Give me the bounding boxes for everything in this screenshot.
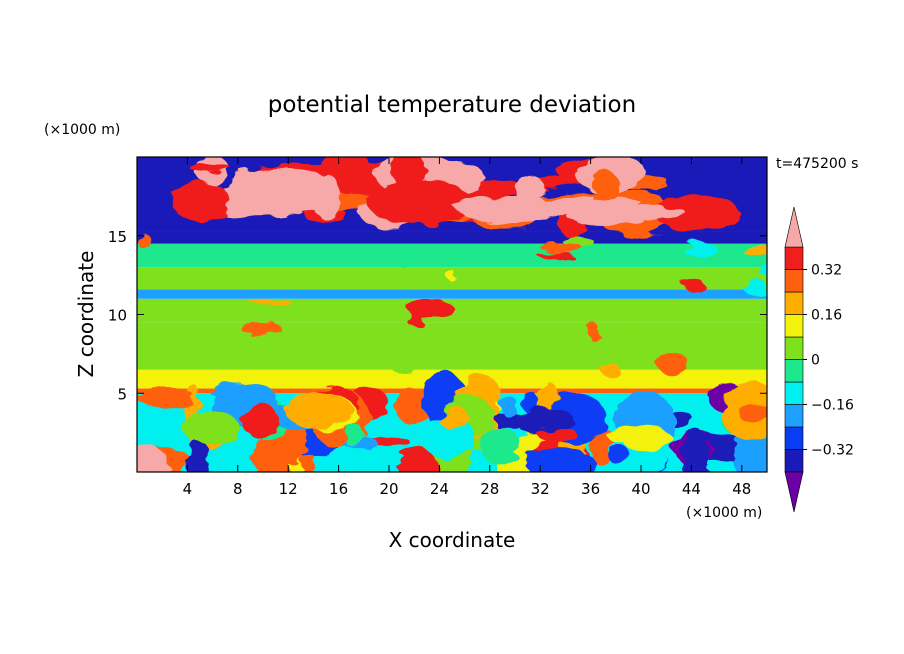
field-region [242,404,280,438]
field-region [188,161,230,172]
colorbar-segment [784,246,804,270]
field-region [618,325,640,339]
field-region [536,428,578,441]
field-region [137,444,170,472]
x-tick-label: 40 [631,480,650,498]
field-region [609,444,629,466]
colorbar-segment [784,359,804,383]
field-region [682,429,710,472]
field-region [538,253,574,260]
y-tick-label: 5 [117,385,127,403]
x-unit-label: (×1000 m) [686,505,762,521]
colorbar-segment [784,291,804,315]
x-tick-label: 4 [183,480,193,498]
field-region [388,358,417,372]
field-region [138,233,151,250]
field-region [655,351,688,373]
colorbar-min-arrow [784,471,804,513]
x-tick-label: 24 [430,480,449,498]
colorbar-label: 0.32 [811,263,842,279]
field-region [519,272,555,283]
field-region [480,426,521,466]
colorbar-max-arrow [784,206,804,248]
field-region [447,270,456,282]
field-region [756,264,767,274]
field-region [455,197,568,218]
field-region [367,180,473,225]
colorbar-label: 0 [811,353,820,369]
field-region [187,437,209,472]
field-region [524,448,596,472]
colorbar-segment [784,426,804,450]
y-tick-label: 15 [108,228,127,246]
field-region [181,412,240,443]
field-region [438,407,470,431]
field-region [369,435,409,446]
field-region [653,194,740,232]
y-tick-label: 10 [108,307,127,325]
field-region [682,242,718,258]
colorbar-segment [784,269,804,293]
y-axis-label: Z coordinate [74,251,98,378]
colorbar-segment [784,336,804,360]
field-region [248,298,291,306]
field-region [239,322,282,334]
x-tick-label: 20 [379,480,398,498]
field-region [398,247,410,269]
field-region [741,246,767,256]
field-region [563,199,647,226]
x-tick-label: 28 [480,480,499,498]
field-region [515,407,575,436]
y-unit-label: (×1000 m) [44,122,120,138]
colorbar-segment [784,381,804,405]
field-region [172,181,230,223]
colorbar-segment [784,449,804,473]
colorbar-label: −0.16 [811,398,854,414]
field-region [408,298,454,321]
field-region [540,243,584,254]
field-layer [137,289,767,299]
x-tick-label: 8 [233,480,243,498]
x-tick-label: 44 [682,480,701,498]
field-region [230,167,337,209]
field-region [299,453,317,470]
colorbar: 0.32 0.16 0 −0.16 −0.32 [784,206,854,513]
field-region [737,402,767,423]
field-region [397,447,437,472]
x-tick-label: 12 [279,480,298,498]
field-region [137,386,195,408]
x-axis-label: X coordinate [389,528,516,552]
field-region [622,426,672,452]
field-region [395,387,428,425]
field-layer [137,322,767,346]
colorbar-label: 0.16 [811,308,842,324]
x-tick-label: 16 [329,480,348,498]
colorbar-segment [784,404,804,428]
colorbar-label: −0.32 [811,443,854,459]
colorbar-segment [784,314,804,338]
x-tick-label: 36 [581,480,600,498]
field-region [344,422,364,449]
field-region [683,279,704,291]
field-region [586,322,599,340]
time-label: t=475200 s [776,156,858,172]
field-layer [137,231,767,244]
plot-area [137,157,767,472]
x-tick-label: 32 [531,480,550,498]
field-region [284,391,353,428]
field-region [501,395,518,419]
x-tick-label: 48 [732,480,751,498]
chart-title: potential temperature deviation [268,92,636,118]
field-region [263,330,296,346]
field-region [742,280,767,295]
field-layer [137,243,767,268]
field-region [600,360,618,377]
